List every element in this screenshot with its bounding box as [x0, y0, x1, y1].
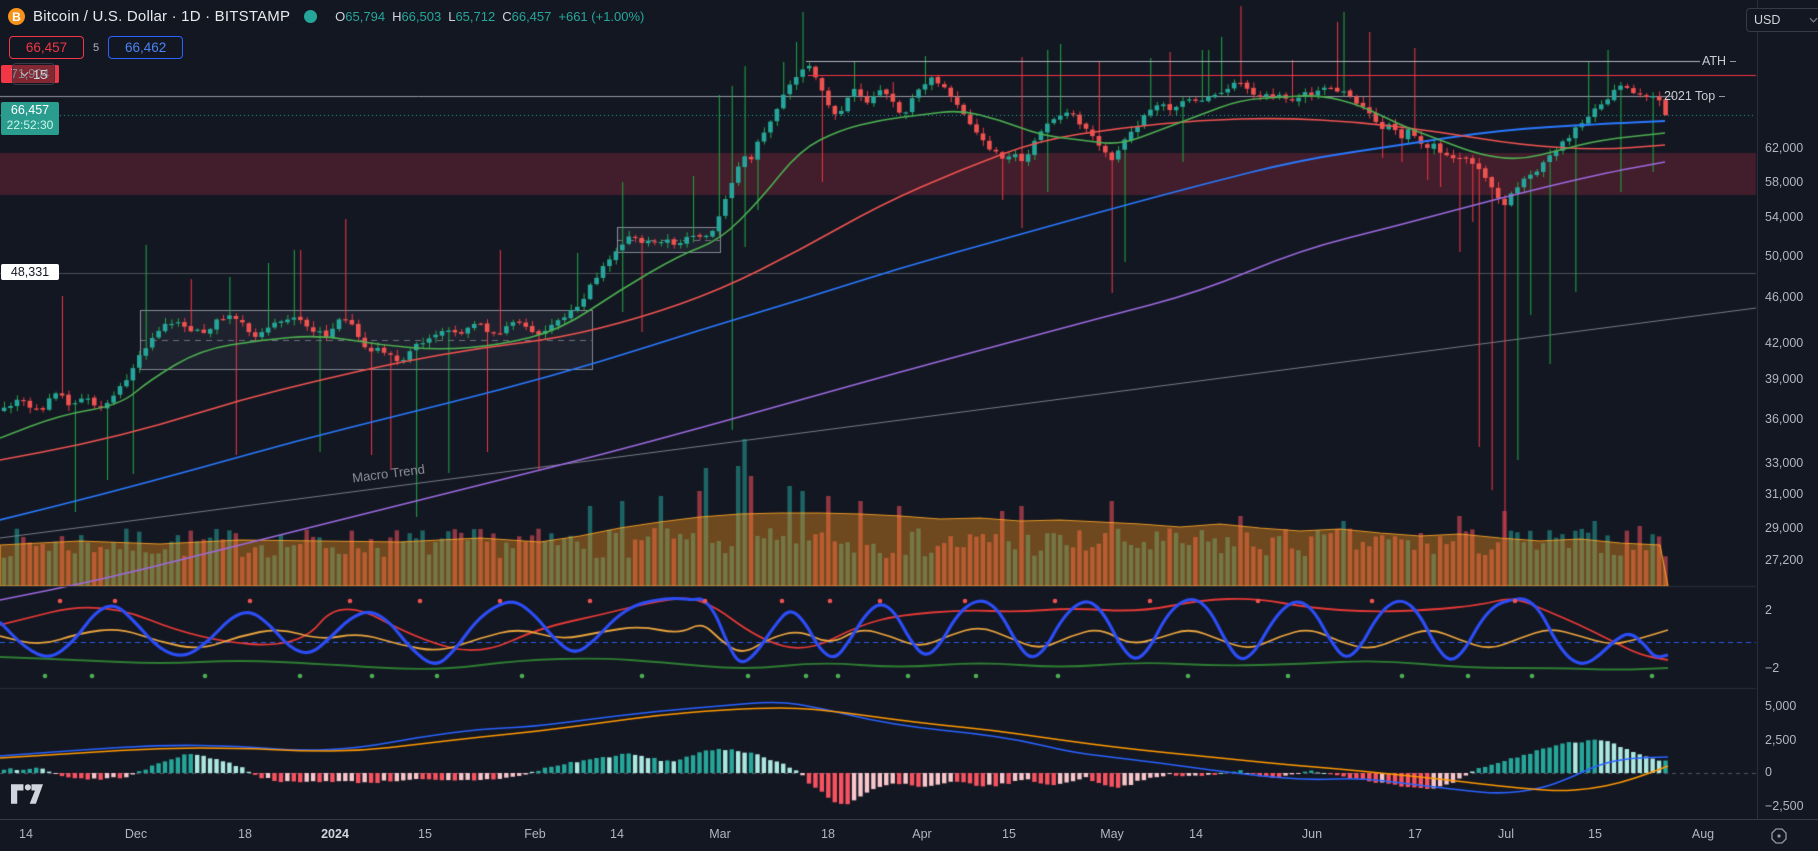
tick-dash	[1719, 96, 1726, 98]
currency-toggle-button[interactable]: USD	[1746, 8, 1818, 32]
bid-ask-row: 66,457 5 66,462	[9, 36, 184, 59]
time-scale-tick: 18	[238, 827, 252, 841]
market-open-icon[interactable]	[304, 10, 318, 23]
bitcoin-icon: B	[8, 8, 25, 25]
price-scale-tick: 50,000	[1765, 249, 1804, 263]
high-value: 66,503	[401, 9, 442, 24]
chevron-down-icon	[1809, 17, 1818, 23]
ath-label: ATH	[1702, 54, 1737, 68]
time-scale-tick: 14	[19, 827, 33, 841]
price-scale-tick: 0	[1765, 765, 1772, 779]
time-scale-tick: Dec	[124, 827, 148, 841]
price-scale[interactable]: 62,000 58,000 54,000 50,000 46,000 42,000 39,0…	[1757, 0, 1818, 819]
chevron-down-icon	[20, 71, 29, 77]
ohlc-values: O65,794 H66,503 L65,712 C66,457 +661 (+1…	[335, 9, 644, 24]
price-scale-tick: 2	[1765, 603, 1772, 617]
settings-icon	[1771, 828, 1787, 844]
price-scale-tick: 5,000	[1765, 699, 1797, 713]
interval-quick-menu[interactable]: 15	[12, 63, 56, 85]
price-scale-tick: 36,000	[1765, 412, 1804, 426]
time-scale-tick: Jul	[1498, 827, 1514, 841]
symbol-header: B Bitcoin / U.S. Dollar · 1D · BITSTAMP …	[8, 8, 644, 25]
sell-button[interactable]: 66,457	[9, 36, 84, 59]
spread-value: 5	[93, 41, 100, 54]
price-scale-tick: 2,500	[1765, 733, 1797, 747]
time-scale-tick: Mar	[709, 827, 731, 841]
price-scale-tick: −2	[1765, 661, 1780, 675]
price-scale-tick: 31,000	[1765, 487, 1804, 501]
time-scale-tick: Apr	[912, 827, 932, 841]
time-scale-tick: Feb	[524, 827, 546, 841]
price-scale-tick: 27,200	[1765, 553, 1804, 567]
time-scale-tick: 14	[610, 827, 624, 841]
timezone-settings-button[interactable]	[1766, 824, 1792, 848]
time-scale-tick: 2024	[321, 827, 349, 841]
low-label: L	[448, 9, 456, 24]
close-label: C	[502, 9, 512, 24]
interval-badge: 15	[33, 66, 48, 82]
time-scale-tick: 15	[1002, 827, 1016, 841]
time-scale-tick: Jun	[1301, 827, 1323, 841]
tick-dash	[1730, 61, 1737, 63]
time-scale-tick: 14	[1189, 827, 1203, 841]
time-scale-tick: 15	[1588, 827, 1602, 841]
close-value: 66,457	[511, 9, 552, 24]
alert-price-tag: 48,331	[1, 264, 59, 280]
time-scale-tick: 17	[1408, 827, 1422, 841]
low-value: 65,712	[455, 9, 496, 24]
price-scale-tick: 58,000	[1765, 175, 1804, 189]
price-scale-tick: −2,500	[1765, 799, 1804, 813]
open-value: 65,794	[345, 9, 386, 24]
price-scale-tick: 54,000	[1765, 210, 1804, 224]
symbol-title[interactable]: Bitcoin / U.S. Dollar · 1D · BITSTAMP	[33, 8, 291, 25]
time-scale-tick: 18	[821, 827, 835, 841]
price-scale-tick: 29,000	[1765, 521, 1804, 535]
last-price-tag: 66,457 22:52:30	[1, 102, 59, 135]
last-price-value: 66,457	[10, 103, 50, 117]
tradingview-logo[interactable]	[11, 784, 43, 804]
time-scale[interactable]: 14 Dec 18 2024 15 Feb 14 Mar 18 Apr 15 May 14 Jun 17 Ju…	[0, 819, 1818, 851]
time-scale-tick: 15	[418, 827, 432, 841]
buy-button[interactable]: 66,462	[108, 36, 184, 59]
time-scale-tick: May	[1100, 827, 1124, 841]
price-scale-tick: 42,000	[1765, 336, 1804, 350]
high-label: H	[392, 9, 402, 24]
top2021-label: 2021 Top	[1664, 89, 1726, 103]
currency-label: USD	[1754, 13, 1781, 27]
price-scale-tick: 33,000	[1765, 456, 1804, 470]
open-label: O	[335, 9, 346, 24]
change-value: +661 (+1.00%)	[558, 9, 645, 24]
bar-countdown: 22:52:30	[6, 118, 54, 132]
price-scale-tick: 39,000	[1765, 372, 1804, 386]
price-scale-tick: 62,000	[1765, 141, 1804, 155]
price-scale-tick: 46,000	[1765, 290, 1804, 304]
time-scale-tick: Aug	[1691, 827, 1715, 841]
